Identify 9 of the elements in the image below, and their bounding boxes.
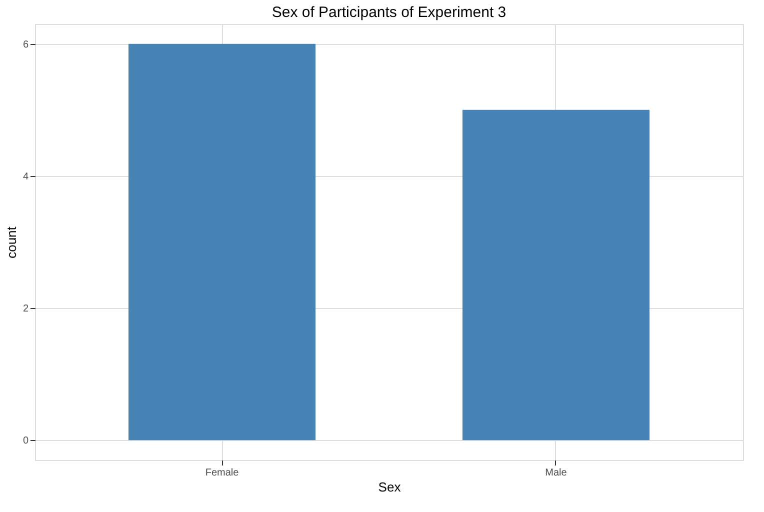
y-axis-title: count — [4, 226, 19, 258]
y-tick-label: 2 — [22, 304, 29, 315]
y-tick-label: 0 — [22, 436, 29, 447]
y-tick-label: 4 — [22, 171, 29, 182]
x-axis-title: Sex — [378, 480, 402, 494]
y-tick-label: 6 — [22, 39, 29, 50]
x-tick-label: Male — [545, 468, 568, 478]
x-tick-label: Female — [205, 468, 240, 478]
chart-title: Sex of Participants of Experiment 3 — [272, 4, 506, 21]
